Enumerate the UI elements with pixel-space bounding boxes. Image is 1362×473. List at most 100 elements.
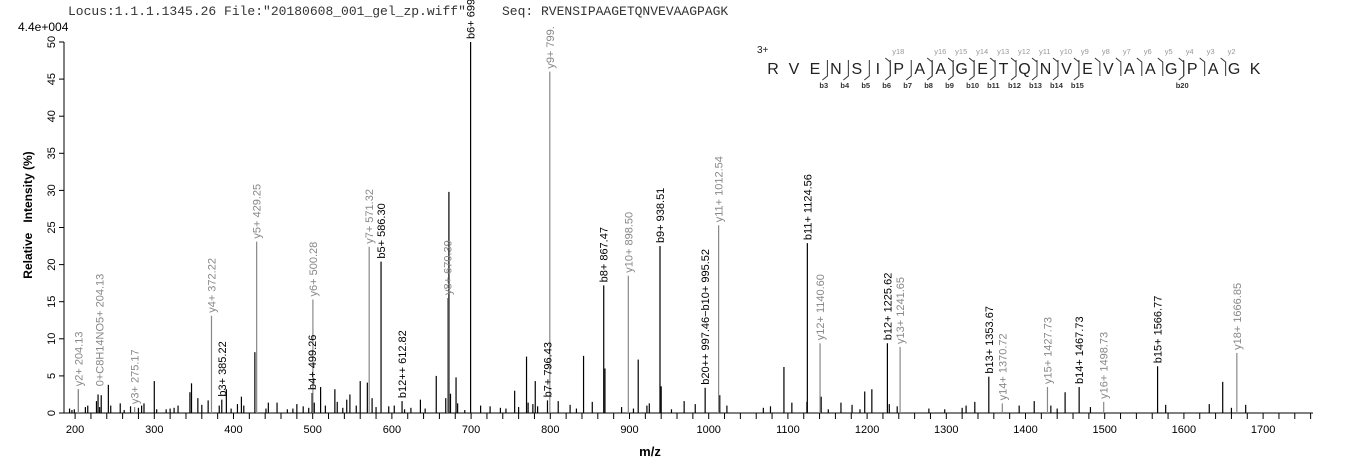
y-ion-label: y13 [997,47,1009,56]
peak-label: b20++ 997.46−b10+ 995.52 [700,249,712,385]
b-ion-label: b8 [924,81,933,90]
residue: P [1187,61,1198,78]
y-tick-label: 10 [46,333,58,345]
y-tick-label: 25 [46,221,58,233]
y-ion-mark [926,57,933,76]
b-ion-label: b20 [1176,81,1189,90]
y-tick-label: 40 [46,110,58,122]
peak-label: y7+ 571.32 [364,189,376,244]
x-tick-label: 1400 [1013,424,1037,436]
b-ion-mark [968,60,975,81]
peak-label: 0+C8H14NO5+ 204.13 [94,274,106,387]
residue: A [1124,61,1135,78]
y-tick-label: 50 [46,36,58,48]
y-tick-label: 30 [46,184,58,196]
b-ion-label: b6 [882,81,891,90]
y-ion-mark [1073,57,1080,76]
residue: P [893,61,904,78]
b-ion-mark [864,60,870,81]
y-ion-label: y18 [892,47,904,56]
y-ion-mark [1178,57,1185,76]
peak-label: b14+ 1467.73 [1074,316,1086,384]
x-tick-label: 1200 [855,424,879,436]
charge-label: 3+ [757,45,769,56]
y-ion-mark [989,57,996,76]
y-ion-mark [968,57,975,76]
x-tick-label: 200 [66,424,84,436]
b-ion-label: b15 [1071,81,1084,90]
residue: V [1103,61,1114,78]
b-ion-label: b11 [987,81,1000,90]
b-ion-mark [989,60,996,81]
y-ion-mark [1136,57,1143,76]
residue: V [1061,61,1072,78]
y-tick-label: 5 [46,373,58,379]
x-tick-label: 800 [541,424,559,436]
residue: R [767,61,779,78]
y-ion-mark [1115,57,1122,76]
y-ion-label: y6 [1144,47,1152,56]
y-ion-label: y16 [934,47,946,56]
sequence-title: Seq: RVENSIPAAGETQNVEVAAGPAGK [502,4,728,19]
peak-label: b7+ 796.43 [542,342,554,397]
residue: N [1040,61,1052,78]
x-tick-label: 600 [383,424,401,436]
peak-label: y12+ 1140.60 [815,274,827,340]
residue: Q [1018,61,1030,78]
y-ion-mark [947,57,954,76]
peak-label: y16+ 1498.73 [1099,332,1111,399]
peak-label: y18+ 1666.85 [1232,283,1244,350]
residue: A [935,61,946,78]
peak-label: b9+ 938.51 [655,188,667,243]
peak-label: b8+ 867.47 [599,227,611,282]
peak-label: b3+ 385.22 [217,341,229,396]
b-ion-mark [1010,60,1017,81]
residue: E [1082,61,1093,78]
b-ion-mark [843,60,849,81]
y-ion-label: y2 [1228,47,1236,56]
residue: G [1165,61,1177,78]
peak-label: b13+ 1353.67 [984,306,996,374]
y-ion-mark [1052,57,1059,76]
b-ion-label: b7 [903,81,912,90]
residue: G [955,61,967,78]
residue: A [914,61,925,78]
b-ion-mark [822,60,828,81]
b-ion-mark [905,60,912,81]
b-ion-label: b9 [945,81,954,90]
y-ion-label: y12 [1018,47,1030,56]
peak-label: y13+ 1241.65 [895,277,907,344]
peak-label: b5+ 586.30 [376,203,388,258]
x-tick-label: 1100 [776,424,800,436]
y-tick-label: 0 [46,410,58,416]
b-ion-label: b3 [819,81,828,90]
residue: A [1208,61,1219,78]
x-tick-label: 1000 [696,424,720,436]
peak-label: b12+ 1225.62 [882,273,894,341]
residue: I [876,61,880,78]
peak-label: y8+ 670.39 [443,240,455,295]
y-tick-label: 15 [46,296,58,308]
intensity-scale: 4.4e+004 [18,20,69,34]
b-ion-mark [947,60,954,81]
y-ion-label: y15 [955,47,967,56]
peak-label: y2+ 204.13 [73,332,85,387]
x-tick-label: 500 [304,424,322,436]
y-ion-label: y5 [1165,47,1173,56]
peak-label: y4+ 372.22 [206,258,218,313]
y-tick-label: 20 [46,258,58,270]
y-ion-mark [1220,57,1227,76]
peak-label: b4+ 499.26 [307,335,319,390]
y-ion-mark [884,57,891,76]
y-ion-label: y9 [1081,47,1089,56]
residue: E [977,61,988,78]
residue: K [1250,61,1261,78]
x-axis-label: m/z [639,444,661,459]
peak-label: y10+ 898.50 [623,212,635,273]
y-tick-label: 35 [46,147,58,159]
y-ion-mark [1199,57,1206,76]
residue: N [830,61,842,78]
x-tick-label: 1600 [1172,424,1196,436]
b-ion-label: b13 [1029,81,1042,90]
peak-label: y3+ 275.17 [130,349,142,404]
